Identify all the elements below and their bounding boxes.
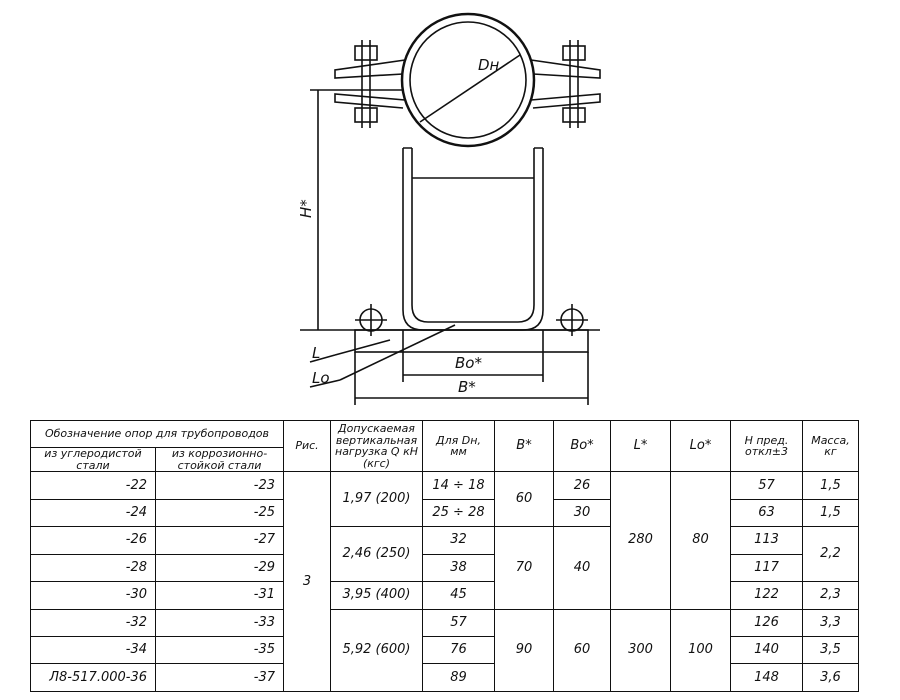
cell-carbon: -34 bbox=[30, 635, 156, 665]
cell-l: 280 bbox=[610, 471, 671, 610]
table-row: -28 -29 38 117 bbox=[30, 553, 859, 583]
pipe-support-drawing: Dн H* L Lo Bo* B* bbox=[297, 12, 601, 405]
table-row: Л8-517.000-36 -37 89 148 3,6 bbox=[30, 663, 859, 692]
cell-mass: 2,2 bbox=[802, 526, 859, 583]
cell-bo: 40 bbox=[553, 526, 611, 610]
cell-b: 70 bbox=[494, 526, 554, 610]
cell-fig: 3 bbox=[283, 471, 331, 692]
bo-label: Bo* bbox=[455, 354, 482, 372]
header-bo: Bo* bbox=[553, 419, 611, 473]
cell-bo: 30 bbox=[553, 498, 611, 528]
cell-carbon: -30 bbox=[30, 581, 156, 610]
header-load: Допускаемая вертикальная нагрузка Q кН (… bbox=[330, 419, 423, 473]
cell-h: 113 bbox=[730, 526, 803, 555]
cell-carbon: -32 bbox=[30, 608, 156, 638]
cell-mass: 1,5 bbox=[802, 471, 859, 500]
pipe-outer bbox=[400, 12, 536, 148]
base-plate bbox=[354, 329, 589, 353]
cell-h: 63 bbox=[730, 498, 803, 528]
cell-lo: 80 bbox=[670, 471, 731, 610]
header-stainless: из коррозионно-стойкой стали bbox=[155, 446, 284, 473]
cell-load: 2,46 (250) bbox=[330, 526, 423, 583]
bolt-left bbox=[354, 40, 378, 128]
cell-stainless: -37 bbox=[155, 663, 284, 692]
cell-lo: 100 bbox=[670, 608, 731, 693]
cell-dn: 38 bbox=[422, 553, 495, 583]
cell-stainless: -25 bbox=[155, 498, 284, 528]
cell-h: 140 bbox=[730, 635, 803, 665]
cell-load: 1,97 (200) bbox=[330, 471, 423, 528]
table-row: -34 -35 76 140 3,5 bbox=[30, 635, 859, 665]
header-b: B* bbox=[494, 419, 554, 473]
table-row: -30 -31 3,95 (400) 45 122 2,3 bbox=[30, 581, 859, 610]
header-carbon: из углеродистой стали bbox=[30, 446, 156, 473]
cell-h: 126 bbox=[730, 608, 803, 638]
cell-load: 3,95 (400) bbox=[330, 581, 423, 610]
cell-h: 57 bbox=[730, 471, 803, 500]
header-lo: Lo* bbox=[670, 419, 731, 473]
cell-carbon: -28 bbox=[30, 553, 156, 583]
header-l: L* bbox=[610, 419, 671, 473]
header-mass: Масса, кг bbox=[802, 419, 859, 473]
cell-h: 148 bbox=[730, 663, 803, 692]
cell-b: 90 bbox=[494, 608, 554, 693]
cell-h: 117 bbox=[730, 553, 803, 583]
h-label: H* bbox=[297, 199, 315, 218]
cell-dn: 76 bbox=[422, 635, 495, 665]
l-label: L bbox=[312, 344, 320, 362]
cell-carbon: -22 bbox=[30, 471, 156, 500]
cell-load: 5,92 (600) bbox=[330, 608, 423, 693]
cell-mass: 3,3 bbox=[802, 608, 859, 638]
clamp-right bbox=[530, 59, 601, 109]
cell-dn: 45 bbox=[422, 581, 495, 610]
bolt-right bbox=[562, 40, 586, 128]
table-row: -22 -23 3 1,97 (200) 14 ÷ 18 60 26 280 80 57 1,5 bbox=[30, 471, 859, 692]
cell-bo: 60 bbox=[553, 608, 611, 693]
cell-stainless: -35 bbox=[155, 635, 284, 665]
cell-dn: 32 bbox=[422, 526, 495, 555]
table-row: -26 -27 2,46 (250) 32 70 40 113 2,2 bbox=[30, 526, 859, 610]
lo-label: Lo bbox=[312, 369, 330, 387]
header-h: H пред. откл±3 bbox=[730, 419, 803, 473]
dn-label: Dн bbox=[478, 56, 500, 74]
cell-mass: 1,5 bbox=[802, 498, 859, 528]
cell-stainless: -33 bbox=[155, 608, 284, 638]
support-table: Обозначение опор для трубопроводов Рис. … bbox=[30, 419, 859, 693]
b-label: B* bbox=[458, 378, 476, 396]
cell-dn: 57 bbox=[422, 608, 495, 638]
cell-stainless: -29 bbox=[155, 553, 284, 583]
dn-dimension-line bbox=[419, 54, 521, 123]
table-row: -32 -33 5,92 (600) 57 90 60 300 100 126 3,3 bbox=[30, 608, 859, 693]
cell-stainless: -31 bbox=[155, 581, 284, 610]
cell-mass: 3,6 bbox=[802, 663, 859, 692]
cell-dn: 25 ÷ 28 bbox=[422, 498, 495, 528]
cell-mass: 3,5 bbox=[802, 635, 859, 665]
cell-stainless: -27 bbox=[155, 526, 284, 555]
cell-carbon: Л8-517.000-36 bbox=[30, 663, 156, 692]
cell-carbon: -26 bbox=[30, 526, 156, 555]
u-channel bbox=[402, 147, 544, 331]
cell-carbon: -24 bbox=[30, 498, 156, 528]
cell-b: 60 bbox=[494, 471, 554, 528]
cell-bo: 26 bbox=[553, 471, 611, 500]
pipe-inner bbox=[409, 21, 527, 139]
cell-mass: 2,3 bbox=[802, 581, 859, 610]
cell-stainless: -23 bbox=[155, 471, 284, 500]
cell-dn: 89 bbox=[422, 663, 495, 692]
header-dn: Для Dн, мм bbox=[422, 419, 495, 473]
cell-l: 300 bbox=[610, 608, 671, 693]
header-designation: Обозначение опор для трубопроводов bbox=[30, 420, 284, 448]
cell-dn: 14 ÷ 18 bbox=[422, 471, 495, 500]
header-fig: Рис. bbox=[283, 419, 331, 473]
cell-h: 122 bbox=[730, 581, 803, 610]
table-row: -24 -25 25 ÷ 28 30 63 1,5 bbox=[30, 498, 859, 528]
